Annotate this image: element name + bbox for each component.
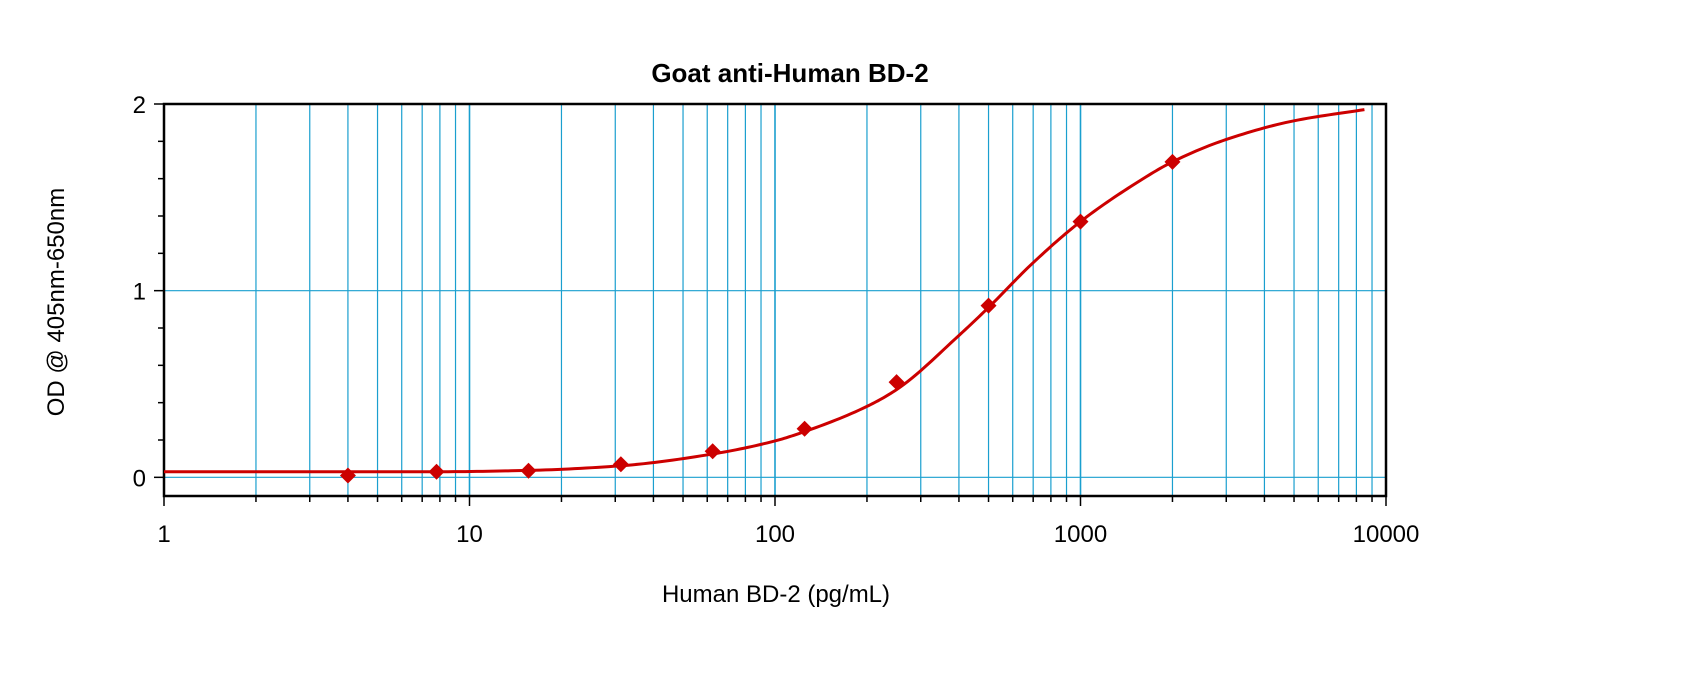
- axis-tick-labels: 1 10 100 1000 10000 0 1 2: [133, 92, 1420, 548]
- y-tick-label: 0: [133, 465, 146, 492]
- data-point: [1164, 153, 1181, 170]
- x-tick-label: 1000: [1054, 521, 1107, 548]
- data-point: [704, 443, 721, 460]
- x-tick-label: 10: [456, 521, 483, 548]
- fit-curve-line: [164, 108, 1365, 474]
- data-point: [796, 420, 813, 437]
- data-point: [520, 462, 537, 479]
- y-axis-label: OD @ 405nm-650nm: [43, 188, 70, 416]
- data-point: [428, 463, 445, 480]
- axis-ticks: [154, 103, 1387, 506]
- data-point: [980, 297, 997, 314]
- data-point: [339, 467, 356, 484]
- data-point: [1072, 213, 1089, 230]
- y-tick-label: 2: [133, 92, 146, 119]
- x-tick-label: 10000: [1353, 521, 1420, 548]
- x-tick-label: 1: [157, 521, 170, 548]
- x-tick-label: 100: [755, 521, 795, 548]
- data-point: [612, 456, 629, 473]
- x-axis-label: Human BD-2 (pg/mL): [662, 581, 890, 608]
- y-tick-label: 1: [133, 279, 146, 306]
- chart-title: Goat anti-Human BD-2: [651, 58, 928, 88]
- data-points: [339, 153, 1181, 484]
- data-point: [888, 374, 905, 391]
